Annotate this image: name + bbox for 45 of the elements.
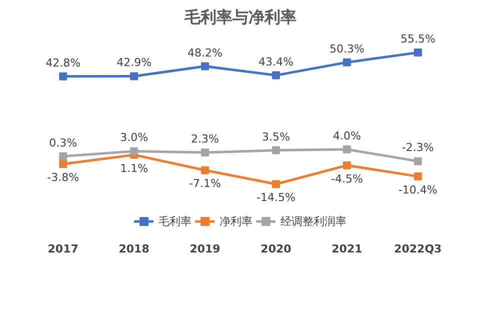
x-tick-label: 2022Q3 [394, 242, 442, 256]
point [130, 147, 138, 156]
chart-title: 毛利率与净利率 [184, 8, 296, 26]
data-label: -7.1% [189, 177, 221, 190]
point [272, 180, 280, 188]
point [342, 145, 351, 154]
data-label: 4.0% [332, 129, 361, 142]
point [342, 161, 351, 170]
data-label: 42.8% [46, 56, 81, 70]
data-label: -10.4% [398, 183, 438, 196]
data-label: 43.4% [258, 55, 294, 68]
data-label: -14.5% [256, 191, 296, 204]
data-label: 2.3% [191, 132, 219, 146]
data-label: 0.3% [49, 136, 78, 150]
legend-label: 经调整利润率 [280, 214, 346, 228]
legend-label: 净利率 [220, 214, 252, 228]
point [414, 157, 422, 166]
data-label: 42.9% [116, 56, 152, 70]
data-label: 55.5% [400, 32, 436, 46]
point [201, 166, 210, 174]
data-label: 3.5% [262, 130, 290, 144]
data-label: 1.1% [120, 162, 148, 175]
point [272, 146, 280, 154]
x-tick-label: 2021 [332, 242, 362, 256]
point [272, 71, 280, 80]
data-label: 50.3% [329, 42, 364, 56]
point [414, 48, 422, 57]
data-label: -3.8% [47, 171, 80, 184]
data-label: 48.2% [188, 46, 222, 60]
point [414, 172, 422, 180]
point [342, 58, 351, 66]
point [59, 152, 68, 160]
x-tick-label: 2017 [48, 242, 78, 256]
point [130, 72, 138, 80]
x-tick-label: 2018 [118, 242, 150, 256]
x-tick-label: 2019 [190, 242, 220, 256]
point [201, 148, 210, 157]
point [59, 160, 68, 168]
data-label: -4.5% [330, 172, 363, 186]
legend-label: 毛利率 [158, 214, 192, 228]
data-label: 3.0% [120, 131, 148, 144]
point [201, 62, 210, 70]
data-label: -2.3% [402, 141, 434, 154]
point [59, 72, 68, 80]
x-tick-label: 2020 [260, 242, 292, 256]
